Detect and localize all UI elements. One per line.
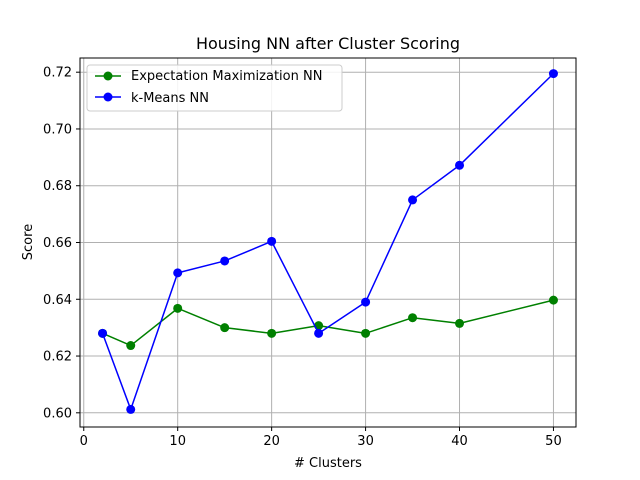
chart-title: Housing NN after Cluster Scoring [196, 34, 460, 53]
y-axis-label: Score [21, 224, 36, 260]
data-point [173, 303, 183, 313]
x-tick-label: 10 [169, 434, 186, 449]
series-line [101, 73, 554, 411]
data-point [408, 195, 418, 205]
data-point [267, 328, 277, 338]
data-point [361, 297, 371, 307]
legend: Expectation Maximization NN k-Means NN [86, 64, 343, 112]
data-point [267, 236, 277, 246]
legend-marker-em [103, 71, 113, 81]
data-point [455, 318, 465, 328]
data-point [361, 328, 371, 338]
legend-box [86, 64, 343, 112]
data-point [220, 256, 230, 266]
x-tick-label: 20 [263, 434, 280, 449]
data-point [548, 295, 558, 305]
y-tick-label: 0.68 [43, 179, 72, 194]
x-tick-label: 0 [80, 434, 88, 449]
x-tick-label: 50 [545, 434, 562, 449]
x-tick-label: 30 [357, 434, 374, 449]
legend-label-em: Expectation Maximization NN [131, 69, 322, 84]
data-point [548, 69, 558, 79]
axis-ticks: 0 10 20 30 40 50 0.60 0.62 0.64 0.66 0.68 0.70 0.72 [43, 66, 562, 449]
data-point [98, 328, 108, 338]
data-point [455, 160, 465, 170]
series-layer [98, 69, 558, 414]
series-kmeans [98, 69, 558, 414]
y-tick-label: 0.60 [43, 406, 72, 421]
data-point [408, 313, 418, 323]
legend-label-kmeans: k-Means NN [131, 91, 209, 106]
series-line [102, 299, 554, 347]
data-point [314, 328, 324, 338]
y-tick-label: 0.64 [43, 293, 72, 308]
x-axis-label: # Clusters [294, 456, 362, 471]
y-tick-label: 0.62 [43, 350, 72, 365]
y-tick-label: 0.66 [43, 236, 72, 251]
data-point [220, 323, 230, 333]
x-tick-label: 40 [451, 434, 468, 449]
data-point [126, 341, 136, 351]
y-tick-label: 0.72 [43, 66, 72, 81]
y-tick-label: 0.70 [43, 122, 72, 137]
legend-marker-kmeans [103, 92, 113, 102]
data-point [126, 404, 136, 414]
data-point [173, 268, 183, 278]
